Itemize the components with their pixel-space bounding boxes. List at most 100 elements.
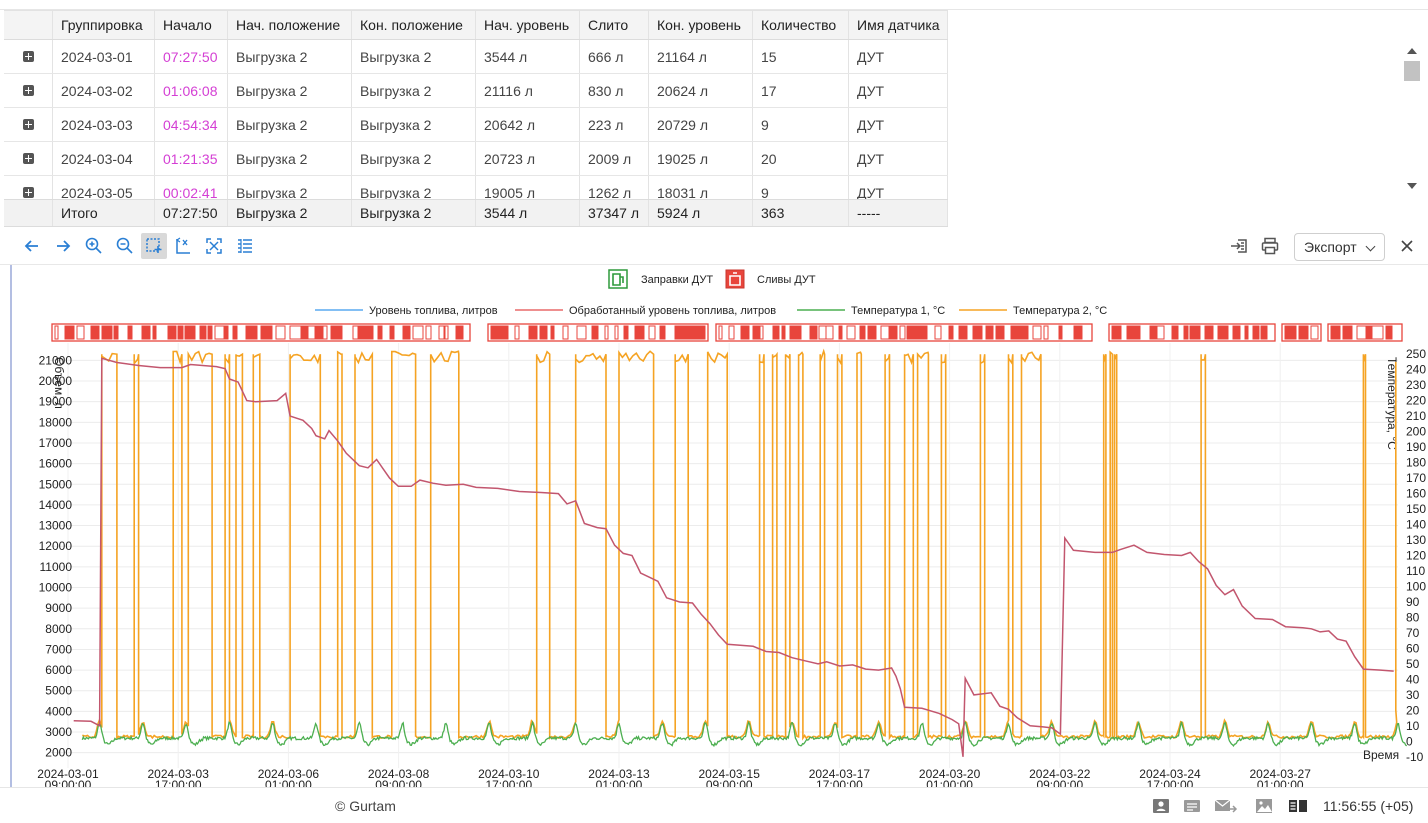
canister-icon[interactable] bbox=[1342, 325, 1353, 340]
series-temp2-line[interactable] bbox=[82, 348, 1398, 741]
table-row[interactable]: 2024-03-05 00:02:41 Выгрузка 2 Выгрузка … bbox=[4, 176, 948, 200]
cell-start-time-link[interactable]: 04:54:34 bbox=[155, 108, 228, 141]
canister-icon[interactable] bbox=[1136, 325, 1141, 340]
canister-icon[interactable] bbox=[412, 325, 424, 340]
table-scrollbar[interactable] bbox=[1403, 40, 1421, 198]
canister-icon[interactable] bbox=[438, 325, 445, 340]
header-cell-start[interactable]: Начало bbox=[155, 11, 228, 39]
zoom-selection-icon[interactable] bbox=[141, 233, 167, 259]
canister-icon[interactable] bbox=[1189, 325, 1201, 340]
insert-icon[interactable] bbox=[1226, 233, 1252, 259]
canister-icon[interactable] bbox=[888, 325, 898, 340]
canister-icon[interactable] bbox=[365, 325, 374, 340]
canister-icon[interactable] bbox=[214, 325, 225, 340]
axis-x-icon[interactable] bbox=[170, 233, 196, 259]
expand-plus-icon[interactable] bbox=[22, 85, 34, 96]
canister-icon[interactable] bbox=[177, 325, 184, 340]
canister-icon[interactable] bbox=[152, 325, 157, 340]
canister-icon[interactable] bbox=[76, 325, 85, 340]
canister-icon[interactable] bbox=[1111, 325, 1122, 340]
scroll-down-icon[interactable] bbox=[1407, 183, 1417, 189]
expand-plus-icon[interactable] bbox=[22, 153, 34, 164]
canister-icon[interactable] bbox=[614, 325, 619, 340]
canister-icon[interactable] bbox=[922, 325, 928, 340]
canister-icon[interactable] bbox=[223, 325, 229, 340]
canister-icon[interactable] bbox=[101, 325, 113, 340]
canister-icon[interactable] bbox=[1330, 325, 1341, 340]
canister-icon[interactable] bbox=[934, 325, 942, 340]
canister-icon[interactable] bbox=[337, 325, 343, 340]
expand-plus-icon[interactable] bbox=[22, 51, 34, 62]
close-icon[interactable] bbox=[1394, 233, 1420, 259]
canister-icon[interactable] bbox=[141, 325, 151, 340]
canister-icon[interactable] bbox=[90, 325, 100, 340]
cell-start-time-link[interactable]: 00:02:41 bbox=[155, 176, 228, 200]
refuel-legend-item[interactable]: Заправки ДУТ bbox=[608, 269, 713, 289]
canister-icon[interactable] bbox=[1032, 325, 1042, 340]
zoom-out-icon[interactable] bbox=[112, 233, 138, 259]
legend-label-temp1[interactable]: Температура 1, °C bbox=[851, 305, 945, 317]
canister-icon[interactable] bbox=[127, 325, 133, 340]
canister-icon[interactable] bbox=[444, 325, 449, 340]
canister-icon[interactable] bbox=[352, 325, 359, 340]
canister-icon[interactable] bbox=[591, 325, 599, 340]
canister-icon[interactable] bbox=[64, 325, 75, 340]
header-cell-start-position[interactable]: Нач. положение bbox=[228, 11, 352, 39]
canister-icon[interactable] bbox=[539, 325, 548, 340]
canister-icon[interactable] bbox=[1058, 325, 1063, 340]
expand-plus-icon[interactable] bbox=[22, 187, 34, 198]
table-row[interactable]: 2024-03-01 07:27:50 Выгрузка 2 Выгрузка … bbox=[4, 40, 948, 74]
zoom-in-icon[interactable] bbox=[81, 233, 107, 259]
messages-icon[interactable] bbox=[1183, 798, 1201, 814]
table-row[interactable]: 2024-03-03 04:54:34 Выгрузка 2 Выгрузка … bbox=[4, 108, 948, 142]
header-cell-start-level[interactable]: Нач. уровень bbox=[476, 11, 580, 39]
legend-label-fuel-processed[interactable]: Обработанный уровень топлива, литров bbox=[569, 305, 776, 317]
canister-icon[interactable] bbox=[648, 325, 656, 340]
scroll-up-icon[interactable] bbox=[1407, 48, 1417, 54]
canister-icon[interactable] bbox=[232, 325, 238, 340]
canister-icon[interactable] bbox=[1217, 325, 1229, 340]
header-cell-end-level[interactable]: Кон. уровень bbox=[649, 11, 753, 39]
arrow-left-icon[interactable] bbox=[19, 233, 45, 259]
canister-icon[interactable] bbox=[199, 325, 207, 340]
expand-plus-icon[interactable] bbox=[22, 119, 34, 130]
canister-icon[interactable] bbox=[1156, 325, 1165, 340]
fuel-chart[interactable]: Заправки ДУТ Сливы ДУТ Уровень топлива, … bbox=[0, 265, 1428, 787]
canister-icon[interactable] bbox=[604, 325, 609, 340]
canister-icon[interactable] bbox=[113, 325, 119, 340]
header-cell-count[interactable]: Количество bbox=[753, 11, 849, 39]
canister-icon[interactable] bbox=[1356, 325, 1367, 340]
print-icon[interactable] bbox=[1257, 233, 1283, 259]
canister-icon[interactable] bbox=[972, 325, 983, 340]
canister-icon[interactable] bbox=[289, 325, 302, 340]
canister-icon[interactable] bbox=[402, 325, 411, 340]
scroll-thumb[interactable] bbox=[1404, 61, 1420, 81]
canister-icon[interactable] bbox=[1183, 325, 1189, 340]
canister-icon[interactable] bbox=[1252, 325, 1260, 340]
canister-icon[interactable] bbox=[167, 325, 177, 340]
canister-icon[interactable] bbox=[377, 325, 383, 340]
canister-icon[interactable] bbox=[1244, 325, 1249, 340]
canister-icon[interactable] bbox=[562, 325, 569, 340]
canister-icon[interactable] bbox=[1232, 325, 1241, 340]
canister-icon[interactable] bbox=[1171, 325, 1179, 340]
header-cell-sensor-name[interactable]: Имя датчика bbox=[849, 11, 948, 39]
canister-icon[interactable] bbox=[389, 325, 395, 340]
legend-label-temp2[interactable]: Температура 2, °C bbox=[1013, 305, 1107, 317]
canister-icon[interactable] bbox=[1284, 325, 1297, 340]
series-fuel-processed-line[interactable] bbox=[73, 357, 1394, 757]
canister-icon[interactable] bbox=[1260, 325, 1268, 340]
canister-icon[interactable] bbox=[207, 325, 213, 340]
canister-icon[interactable] bbox=[1310, 325, 1319, 340]
canister-icon[interactable] bbox=[455, 325, 464, 340]
canister-icon[interactable] bbox=[275, 325, 286, 340]
canister-icon[interactable] bbox=[948, 325, 954, 340]
canister-icon[interactable] bbox=[322, 325, 328, 340]
canister-icon[interactable] bbox=[859, 325, 866, 340]
layout-panels-icon[interactable] bbox=[1288, 798, 1308, 814]
fit-icon[interactable] bbox=[201, 233, 227, 259]
canister-icon[interactable] bbox=[759, 325, 764, 340]
canister-icon[interactable] bbox=[697, 325, 706, 340]
canister-icon[interactable] bbox=[1017, 325, 1029, 340]
canister-icon[interactable] bbox=[825, 325, 834, 340]
